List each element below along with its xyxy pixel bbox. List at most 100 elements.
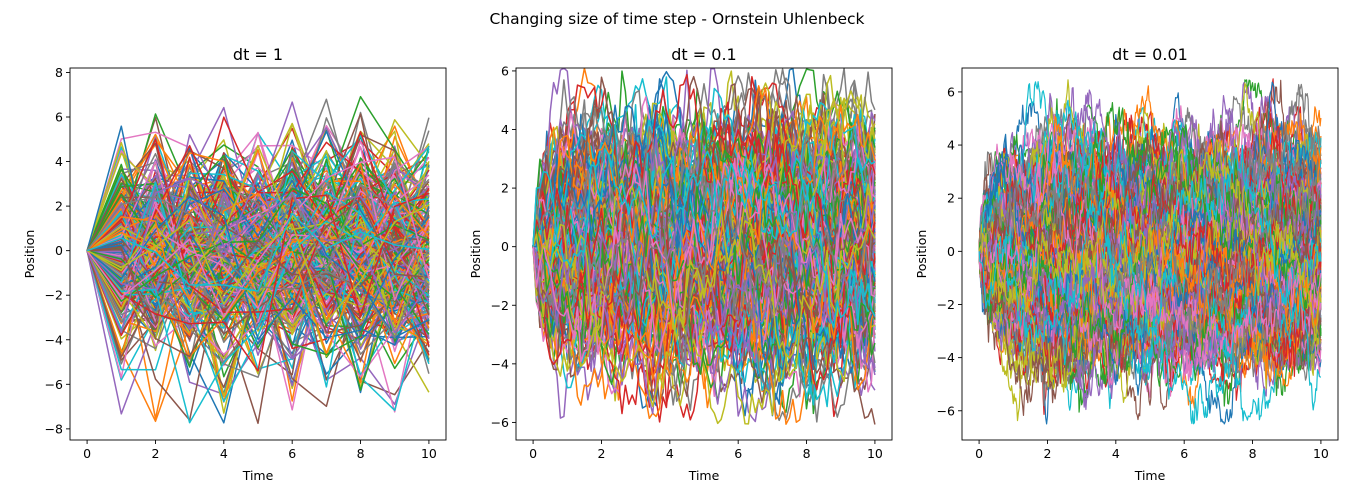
x-tick-label: 2 — [597, 446, 605, 461]
subplot-2: 0 2 4 6 8 10 −6 −4 −2 0 2 4 6 dt = 0.1 Time Position — [468, 45, 893, 483]
series-line — [532, 129, 875, 372]
y-tick-label: 6 — [55, 110, 63, 125]
x-tick-label: 6 — [734, 446, 742, 461]
figure-suptitle: Changing size of time step - Ornstein Uh… — [489, 10, 864, 28]
series-line — [86, 173, 430, 303]
series-line — [86, 198, 429, 424]
y-tick-label: 4 — [501, 122, 509, 137]
y-tick-label: 8 — [55, 65, 63, 80]
series-line — [533, 104, 876, 322]
y-tick-label: −8 — [45, 421, 63, 436]
series-line — [86, 212, 429, 292]
series-line — [978, 144, 1321, 411]
y-tick-label: −2 — [45, 288, 63, 303]
y-tick-label: 4 — [55, 154, 63, 169]
series-line — [532, 73, 876, 344]
y-tick-label: −2 — [491, 298, 509, 313]
x-tick-label: 0 — [529, 446, 537, 461]
y-tick-label: 0 — [55, 243, 63, 258]
series-line — [978, 122, 1322, 370]
axes-frame — [961, 67, 1339, 441]
x-tick-label: 2 — [151, 446, 159, 461]
y-tick-label: 0 — [501, 239, 509, 254]
y-tick-label: −6 — [937, 403, 955, 418]
series-line — [86, 178, 430, 334]
series-lines — [532, 68, 876, 425]
series-line — [978, 181, 1322, 369]
y-tick-label: −2 — [937, 297, 955, 312]
y-tick-label: −6 — [45, 377, 63, 392]
x-tick-label: 0 — [975, 446, 983, 461]
series-line — [86, 149, 429, 254]
y-axis-label: Position — [914, 230, 929, 279]
y-tick-label: −6 — [491, 415, 509, 430]
x-tick-label: 10 — [867, 446, 883, 461]
series-line — [86, 192, 430, 301]
y-tick-label: 2 — [501, 181, 509, 196]
x-axis-label: Time — [688, 468, 720, 483]
x-tick-label: 8 — [1249, 446, 1257, 461]
subplot-title: dt = 0.01 — [1112, 45, 1188, 64]
series-line — [86, 192, 430, 323]
series-line — [532, 76, 876, 319]
series-line — [86, 191, 430, 294]
x-tick-label: 8 — [357, 446, 365, 461]
subplot-3: 0 2 4 6 8 10 −6 −4 −2 0 2 4 6 dt = 0.01 Time Position — [914, 45, 1339, 483]
x-tick-label: 4 — [1112, 446, 1120, 461]
series-line — [86, 151, 430, 301]
series-line — [86, 179, 430, 339]
series-line — [86, 156, 430, 318]
series-line — [978, 161, 1322, 339]
series-line — [87, 198, 429, 358]
series-line — [532, 192, 876, 391]
series-line — [86, 154, 430, 334]
y-tick-label: −4 — [45, 332, 63, 347]
series-line — [86, 149, 430, 305]
x-axis-label: Time — [242, 468, 274, 483]
series-line — [532, 199, 876, 406]
series-line — [978, 139, 1322, 342]
series-line — [532, 131, 876, 340]
x-tick-label: 10 — [1313, 446, 1329, 461]
x-tick-label: 6 — [1180, 446, 1188, 461]
subplot-title: dt = 1 — [233, 45, 283, 64]
series-lines — [978, 78, 1322, 425]
series-line — [86, 194, 430, 358]
x-tick-label: 4 — [666, 446, 674, 461]
axes-frame — [69, 67, 447, 441]
x-tick-label: 6 — [288, 446, 296, 461]
series-line — [532, 148, 876, 328]
series-line — [86, 131, 430, 347]
series-lines — [86, 95, 430, 425]
axes-frame — [515, 67, 893, 441]
y-tick-label: 6 — [501, 63, 509, 78]
series-line — [532, 199, 876, 408]
y-tick-label: −4 — [491, 356, 509, 371]
subplot-1: 0 2 4 6 8 10 −8 −6 −4 −2 0 2 4 6 8 dt = 1 Time Position — [22, 45, 447, 483]
x-tick-label: 4 — [220, 446, 228, 461]
x-tick-label: 2 — [1043, 446, 1051, 461]
y-tick-label: 6 — [947, 84, 955, 99]
x-axis-label: Time — [1134, 468, 1166, 483]
series-line — [532, 126, 876, 365]
series-line — [532, 104, 876, 406]
series-line — [86, 204, 430, 323]
y-axis-label: Position — [22, 230, 37, 279]
y-tick-label: 4 — [947, 138, 955, 153]
x-tick-label: 0 — [83, 446, 91, 461]
series-line — [86, 138, 430, 314]
y-tick-label: 2 — [947, 191, 955, 206]
series-line — [86, 177, 430, 337]
y-tick-label: 0 — [947, 244, 955, 259]
series-line — [86, 183, 430, 327]
y-axis-label: Position — [468, 230, 483, 279]
series-line — [532, 182, 876, 338]
subplots: 0 2 4 6 8 10 −8 −6 −4 −2 0 2 4 6 8 dt = 1 Time Position 0 2… — [22, 45, 1339, 483]
series-line — [86, 187, 430, 302]
series-line — [86, 196, 430, 341]
series-line — [86, 183, 430, 295]
series-line — [532, 140, 876, 321]
series-line — [86, 160, 430, 289]
subplot-title: dt = 0.1 — [671, 45, 736, 64]
